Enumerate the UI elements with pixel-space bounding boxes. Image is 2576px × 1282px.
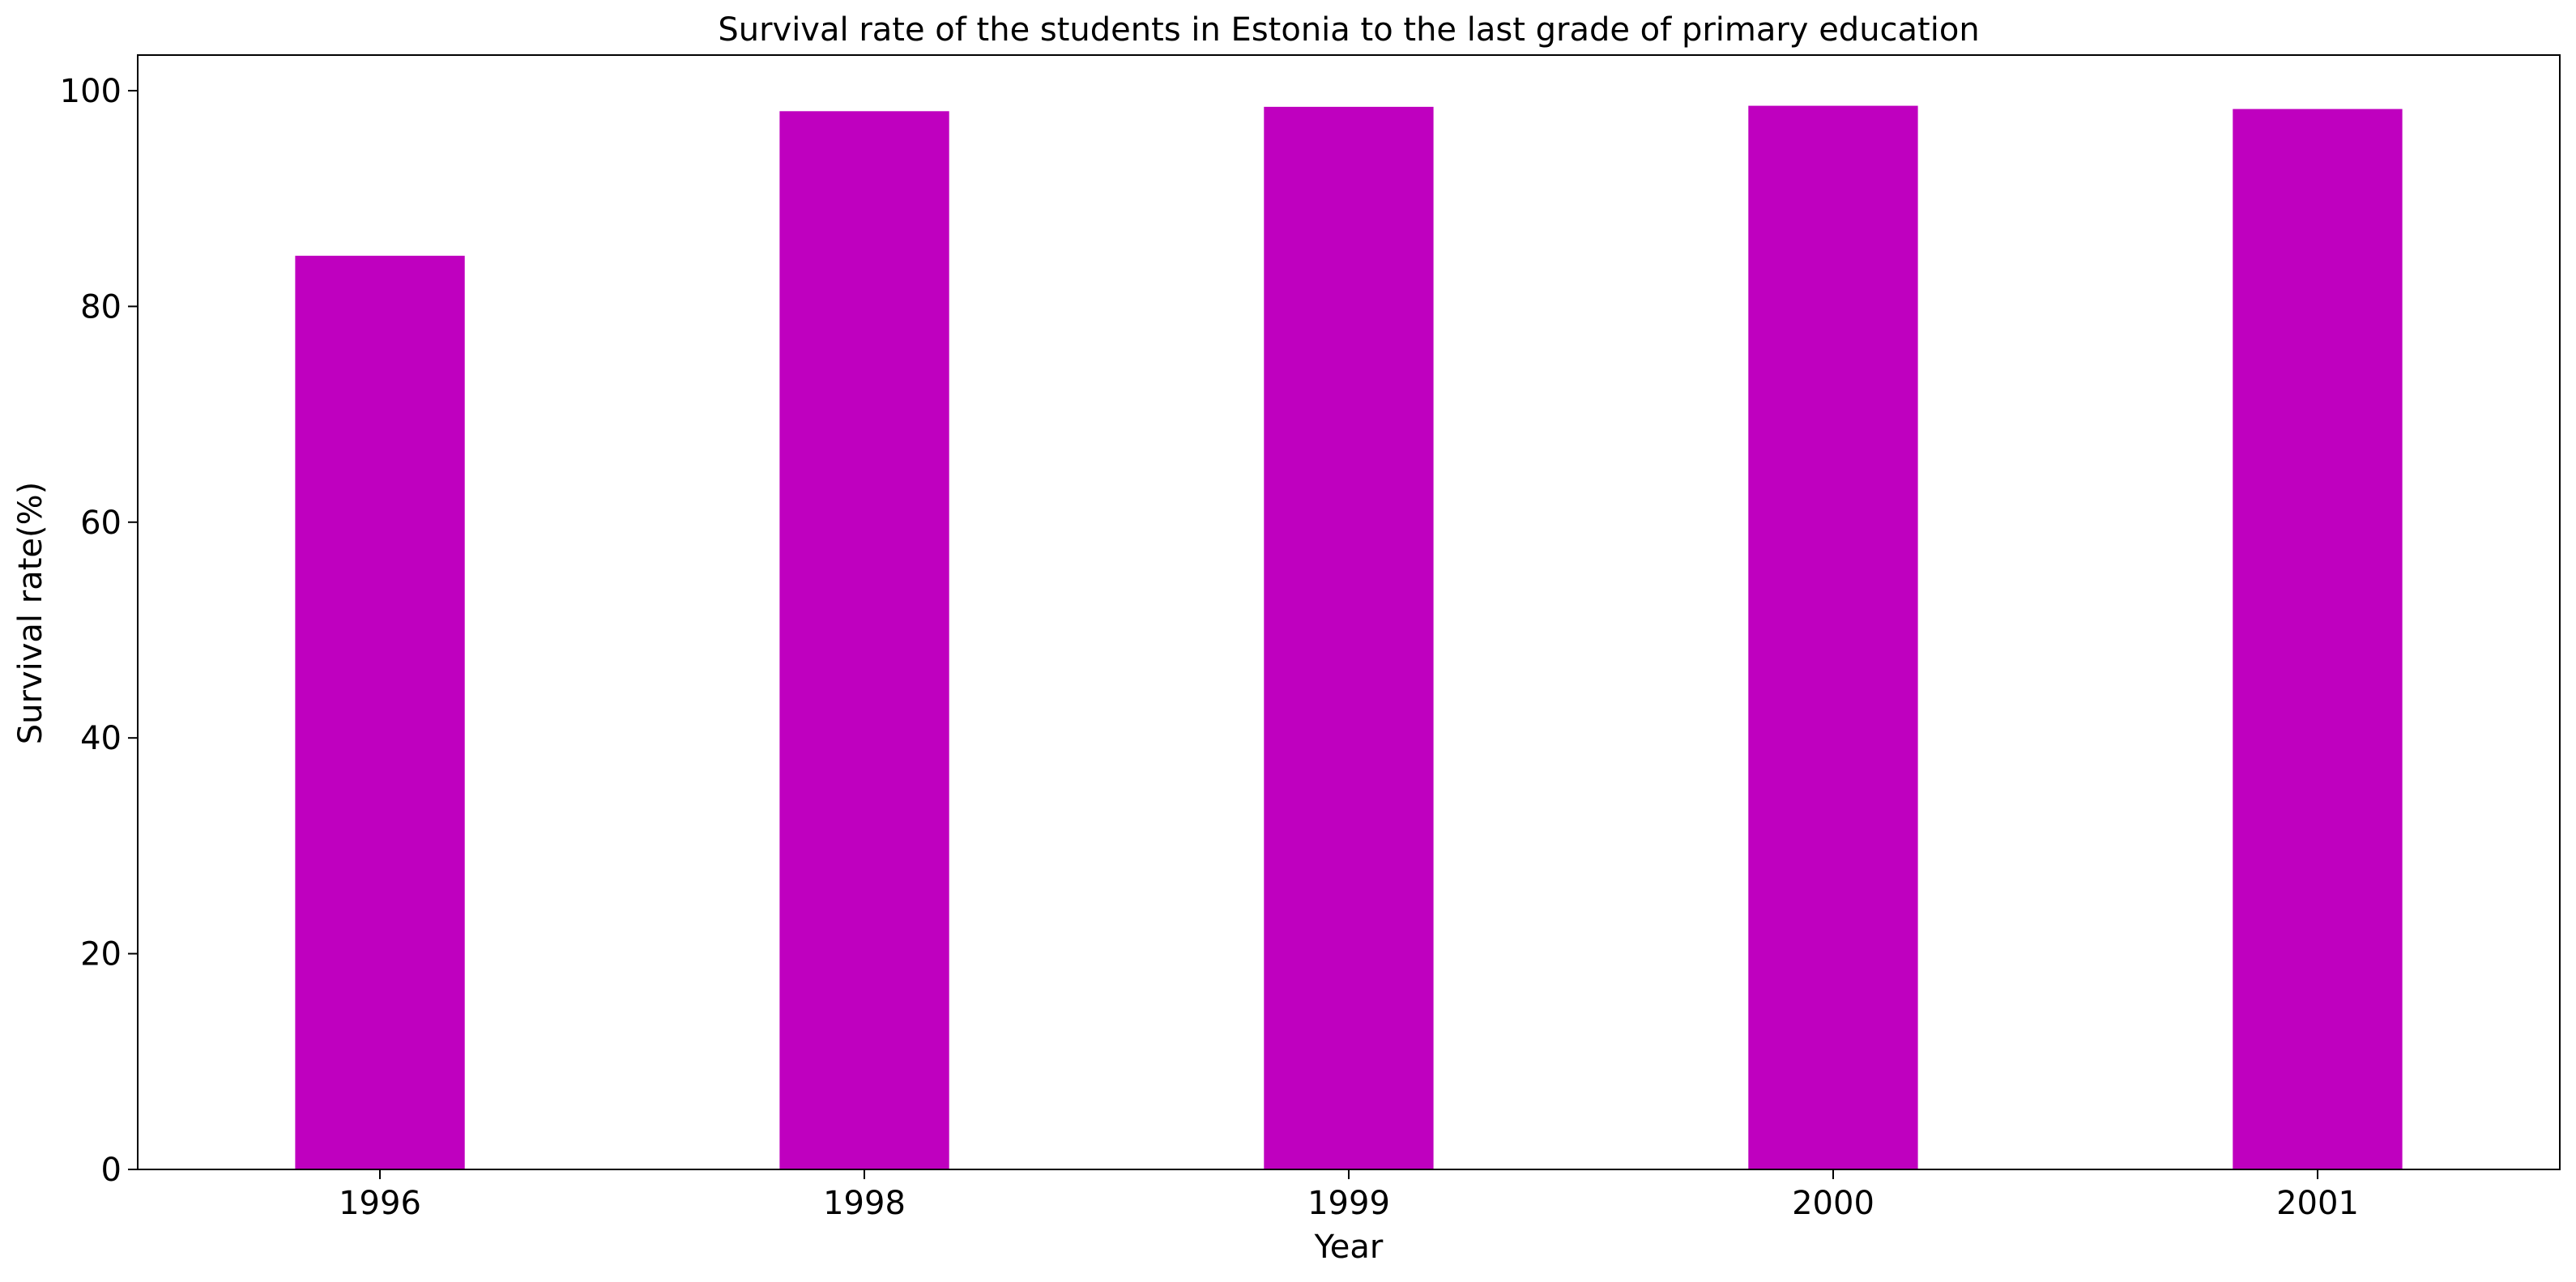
x-tick-label-1999: 1999: [1307, 1185, 1390, 1222]
y-axis-label: Survival rate(%): [12, 482, 49, 744]
chart-title: Survival rate of the students in Estonia…: [718, 11, 1979, 49]
x-tick-label-1996: 1996: [339, 1185, 421, 1222]
y-tick-label-0: 0: [101, 1152, 122, 1189]
x-tick-label-2000: 2000: [1792, 1185, 1874, 1222]
x-tick-label-2001: 2001: [2276, 1185, 2359, 1222]
y-tick-label-60: 60: [80, 505, 122, 542]
y-tick-label-80: 80: [80, 288, 122, 326]
bar-2001: [2233, 109, 2403, 1170]
y-tick-label-100: 100: [60, 73, 122, 110]
bar-2000: [1748, 105, 1918, 1170]
x-axis-label: Year: [1314, 1229, 1384, 1266]
bar-1998: [779, 111, 949, 1169]
bar-1996: [295, 255, 465, 1169]
plot-area: 0 20 40 60 80 100 1996 1998 1999 2000 2001: [60, 54, 2561, 1222]
bar-1999: [1264, 106, 1434, 1169]
y-tick-label-20: 20: [80, 936, 122, 973]
x-tick-label-1998: 1998: [823, 1185, 906, 1222]
y-tick-label-40: 40: [80, 720, 122, 757]
